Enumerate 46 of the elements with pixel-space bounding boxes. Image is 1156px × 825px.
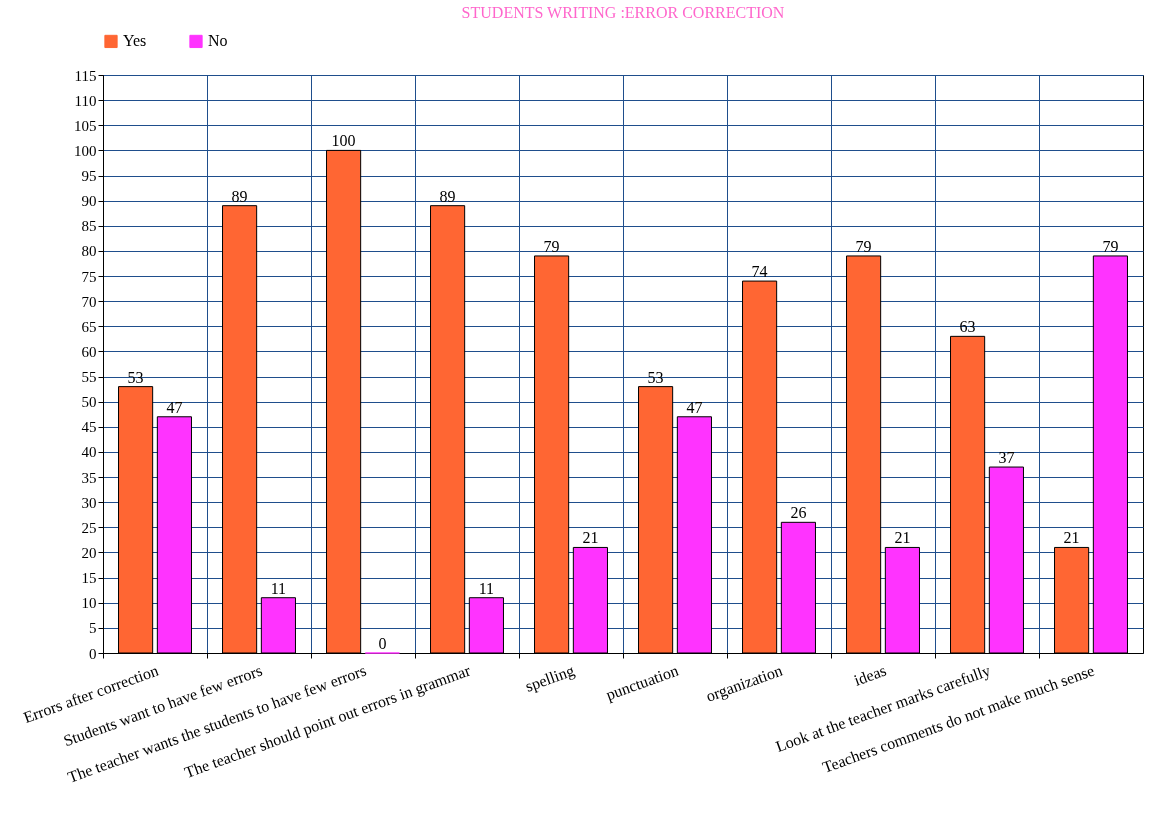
data-label: 79	[543, 237, 560, 255]
y-tick-label: 25	[81, 519, 97, 536]
y-tick-label: 15	[81, 570, 97, 587]
data-label: 79	[855, 237, 872, 255]
data-label: 26	[790, 504, 807, 522]
y-tick-label: 70	[81, 293, 97, 310]
y-tick-label: 0	[89, 645, 97, 662]
y-tick-label: 75	[81, 268, 97, 285]
data-label: 89	[231, 187, 248, 205]
y-tick-label: 40	[81, 444, 97, 461]
y-tick-label: 5	[89, 620, 97, 637]
y-tick-label: 85	[81, 218, 97, 235]
data-label: 47	[686, 398, 703, 416]
data-label: 11	[270, 579, 287, 597]
x-tick-label: spelling	[523, 661, 577, 696]
y-tick-label: 65	[81, 318, 97, 335]
data-label: 21	[582, 529, 599, 547]
data-label: 11	[478, 579, 495, 597]
data-label: 47	[166, 398, 183, 416]
x-tick-label: ideas	[851, 661, 889, 689]
data-label: 79	[1102, 237, 1119, 255]
y-tick-label: 100	[74, 142, 97, 159]
y-tick-label: 50	[81, 394, 97, 411]
y-tick-label: 55	[81, 369, 97, 386]
data-label: 100	[331, 132, 356, 150]
data-label: 21	[894, 529, 911, 547]
data-label: 0	[378, 635, 387, 652]
y-tick-label: 80	[81, 243, 97, 260]
y-tick-label: 95	[81, 168, 97, 185]
data-label: 89	[439, 187, 456, 205]
y-tick-label: 105	[74, 117, 97, 134]
y-tick-label: 35	[81, 469, 97, 486]
y-tick-label: 110	[74, 92, 97, 109]
y-tick-label: 60	[81, 343, 97, 360]
data-label: 37	[998, 449, 1015, 467]
chart-title: STUDENTS WRITING :ERROR CORRECTION	[461, 4, 785, 21]
y-tick-label: 115	[74, 67, 97, 84]
y-tick-label: 30	[81, 494, 97, 511]
y-tick-label: 10	[81, 595, 97, 612]
y-tick-label: 20	[81, 544, 97, 561]
y-tick-label: 45	[81, 419, 97, 436]
data-label: 74	[751, 263, 768, 281]
y-tick-label: 90	[81, 193, 97, 210]
legend-label: Yes	[123, 32, 147, 50]
data-label: 21	[1063, 529, 1080, 547]
legend-label: No	[208, 32, 228, 50]
